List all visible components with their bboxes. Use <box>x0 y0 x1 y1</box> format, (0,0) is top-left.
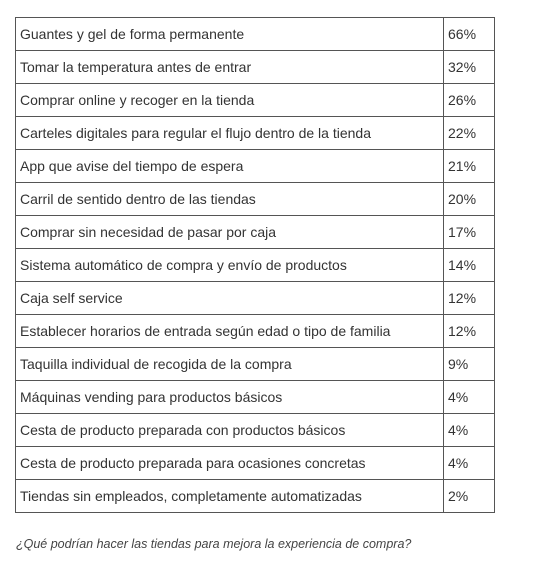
percent-cell: 20% <box>443 182 495 216</box>
measure-cell: Guantes y gel de forma permanente <box>15 17 444 51</box>
measure-cell: Comprar online y recoger en la tienda <box>15 83 444 117</box>
measure-cell: Caja self service <box>15 281 444 315</box>
table-row: Comprar sin necesidad de pasar por caja 1… <box>15 215 495 249</box>
table-row: Cesta de producto preparada para ocasion… <box>15 446 495 480</box>
measure-cell: Taquilla individual de recogida de la co… <box>15 347 444 381</box>
percent-cell: 22% <box>443 116 495 150</box>
percent-cell: 4% <box>443 413 495 447</box>
measure-cell: Tomar la temperatura antes de entrar <box>15 50 444 84</box>
percent-cell: 66% <box>443 17 495 51</box>
table-row: Carteles digitales para regular el flujo… <box>15 116 495 150</box>
table-row: App que avise del tiempo de espera 21% <box>15 149 495 183</box>
measure-cell: Carteles digitales para regular el flujo… <box>15 116 444 150</box>
table-row: Sistema automático de compra y envío de … <box>15 248 495 282</box>
table-row: Guantes y gel de forma permanente 66% <box>15 17 495 51</box>
table-row: Tomar la temperatura antes de entrar 32% <box>15 50 495 84</box>
measure-cell: Máquinas vending para productos básicos <box>15 380 444 414</box>
percent-cell: 9% <box>443 347 495 381</box>
percent-cell: 26% <box>443 83 495 117</box>
percent-cell: 17% <box>443 215 495 249</box>
table-row: Carril de sentido dentro de las tiendas 2… <box>15 182 495 216</box>
measure-cell: Carril de sentido dentro de las tiendas <box>15 182 444 216</box>
measure-cell: Cesta de producto preparada para ocasion… <box>15 446 444 480</box>
percent-cell: 21% <box>443 149 495 183</box>
percent-cell: 4% <box>443 380 495 414</box>
measure-cell: Tiendas sin empleados, completamente aut… <box>15 479 444 513</box>
table-body: Guantes y gel de forma permanente 66% Toma… <box>15 17 495 513</box>
table-row: Máquinas vending para productos básicos 4… <box>15 380 495 414</box>
table-row: Establecer horarios de entrada según eda… <box>15 314 495 348</box>
table-row: Taquilla individual de recogida de la co… <box>15 347 495 381</box>
table-row: Caja self service 12% <box>15 281 495 315</box>
measure-cell: Comprar sin necesidad de pasar por caja <box>15 215 444 249</box>
table-row: Cesta de producto preparada con producto… <box>15 413 495 447</box>
percent-cell: 12% <box>443 281 495 315</box>
percent-cell: 14% <box>443 248 495 282</box>
percent-cell: 2% <box>443 479 495 513</box>
percent-cell: 12% <box>443 314 495 348</box>
caption: ¿Qué podrían hacer las tiendas para mejo… <box>16 537 412 551</box>
survey-table: Guantes y gel de forma permanente 66% Toma… <box>15 17 495 513</box>
table-row: Comprar online y recoger en la tienda 26% <box>15 83 495 117</box>
measure-cell: Sistema automático de compra y envío de … <box>15 248 444 282</box>
percent-cell: 32% <box>443 50 495 84</box>
measure-cell: Cesta de producto preparada con producto… <box>15 413 444 447</box>
percent-cell: 4% <box>443 446 495 480</box>
measure-cell: Establecer horarios de entrada según eda… <box>15 314 444 348</box>
table-row: Tiendas sin empleados, completamente aut… <box>15 479 495 513</box>
measure-cell: App que avise del tiempo de espera <box>15 149 444 183</box>
